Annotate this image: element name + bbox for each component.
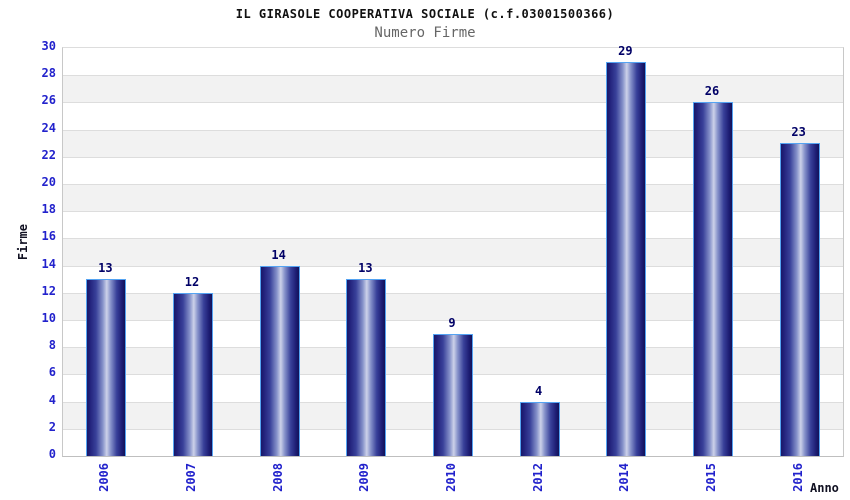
x-tick-label: 2012 <box>530 463 545 492</box>
bar-value-label: 26 <box>704 84 720 99</box>
bar-value-label: 29 <box>618 43 633 58</box>
bar-value-label: 9 <box>448 315 456 330</box>
x-tick-label: 2008 <box>270 463 285 492</box>
gridline <box>63 156 843 158</box>
chart-subtitle: Numero Firme <box>374 25 476 41</box>
y-tick-label: 2 <box>48 419 56 434</box>
x-tick-label: 2014 <box>617 463 632 492</box>
gridline <box>63 265 843 267</box>
chart-title: IL GIRASOLE COOPERATIVA SOCIALE (c.f.030… <box>235 7 615 21</box>
x-tick-label: 2010 <box>444 463 458 492</box>
bar-2016 <box>779 143 820 456</box>
gridline <box>63 320 843 321</box>
gridline <box>63 184 843 185</box>
x-tick-label: 2006 <box>97 463 112 492</box>
y-tick-label: 6 <box>48 365 56 380</box>
bar-value-label: 12 <box>184 274 200 289</box>
bar-2012 <box>519 401 560 456</box>
bar-2010 <box>433 333 473 456</box>
bar-value-label: 4 <box>535 383 543 398</box>
gridline <box>63 129 843 131</box>
y-tick-label: 12 <box>41 283 56 298</box>
gridline <box>63 75 843 77</box>
bar-value-label: 13 <box>98 261 113 276</box>
bar-2009 <box>346 279 387 456</box>
x-tick-label: 2015 <box>704 463 718 492</box>
x-tick-label: 2016 <box>790 463 805 492</box>
bar-2006 <box>86 279 127 456</box>
y-tick-label: 14 <box>41 256 56 271</box>
plot-band <box>63 75 843 103</box>
y-tick-label: 26 <box>41 93 56 108</box>
y-tick-label: 18 <box>41 202 56 217</box>
y-tick-label: 0 <box>48 447 56 461</box>
bar-value-label: 13 <box>358 261 373 276</box>
y-tick-label: 16 <box>41 229 56 244</box>
y-tick-label: 22 <box>41 147 56 162</box>
y-tick-label: 30 <box>41 39 56 53</box>
plot-area <box>62 47 844 457</box>
x-axis-label: Anno <box>810 481 839 495</box>
y-tick-label: 24 <box>41 120 56 135</box>
y-tick-label: 28 <box>41 66 56 81</box>
gridline <box>63 292 843 294</box>
bar-value-label: 23 <box>791 125 806 140</box>
bar-value-label: 14 <box>271 247 286 262</box>
x-tick-label: 2007 <box>184 463 198 492</box>
plot-band <box>63 48 843 76</box>
y-tick-label: 4 <box>48 392 56 407</box>
gridline <box>63 102 843 104</box>
y-tick-label: 8 <box>48 338 56 353</box>
bar-2014 <box>606 61 647 456</box>
gridline <box>63 211 843 213</box>
x-tick-label: 2009 <box>357 463 372 492</box>
y-tick-label: 20 <box>41 175 56 189</box>
y-tick-label: 10 <box>41 311 56 325</box>
bar-2007 <box>173 292 213 456</box>
gridline <box>63 238 843 240</box>
bar-2015 <box>693 102 733 456</box>
bar-2008 <box>259 265 300 456</box>
